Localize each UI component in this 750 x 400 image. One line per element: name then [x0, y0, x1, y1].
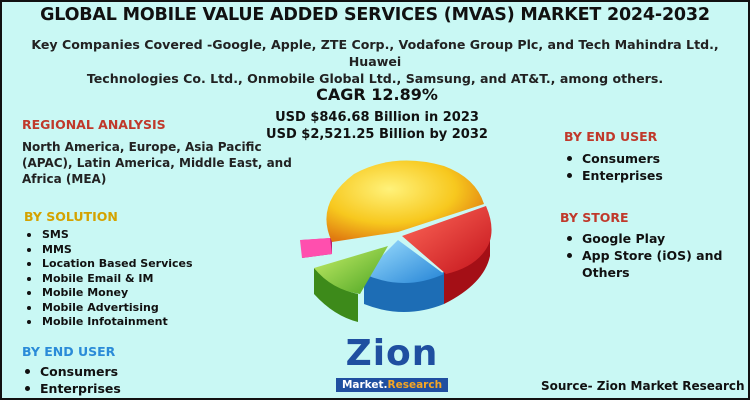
pie-slice-yellow [326, 160, 484, 242]
regional-line-1: North America, Europe, Asia Pacific [22, 140, 262, 154]
list-item: MMS [24, 243, 193, 258]
list-item: Mobile Advertising [24, 301, 193, 316]
regional-analysis-text: North America, Europe, Asia Pacific (APA… [22, 139, 292, 187]
source-note: Source- Zion Market Research [541, 379, 745, 393]
logo-sub-a: Market. [341, 379, 388, 391]
list-item: Mobile Email & IM [24, 272, 193, 287]
by-end-user-left-list: Consumers Enterprises [22, 363, 121, 397]
list-item: Mobile Infotainment [24, 315, 193, 330]
pie-wall-blue [364, 272, 444, 312]
market-value-2032: USD $2,521.25 Billion by 2032 [266, 127, 488, 142]
zion-logo: Zion Market.Research [332, 333, 452, 396]
by-solution-heading: BY SOLUTION [24, 209, 118, 224]
by-end-user-left-heading: BY END USER [22, 344, 116, 359]
list-item: Enterprises [22, 380, 121, 397]
logo-sub-b: Research [387, 379, 443, 391]
by-store-list: Google Play App Store (iOS) and Others [564, 230, 722, 281]
list-item: Mobile Money [24, 286, 193, 301]
by-end-user-right-heading: BY END USER [564, 129, 658, 144]
list-item: Google Play [564, 230, 722, 247]
by-end-user-right-list: Consumers Enterprises [564, 150, 663, 184]
subtitle-line-1: Key Companies Covered -Google, Apple, ZT… [31, 37, 719, 69]
list-item-line: Others [582, 265, 630, 280]
list-item: Consumers [564, 150, 663, 167]
market-value-2023: USD $846.68 Billion in 2023 [275, 110, 479, 125]
regional-line-2: (APAC), Latin America, Middle East, and [22, 156, 292, 170]
list-item: Enterprises [564, 167, 663, 184]
logo-subtitle: Market.Research [336, 378, 448, 392]
key-companies-subtitle: Key Companies Covered -Google, Apple, ZT… [22, 36, 728, 87]
pie-slice-green [314, 246, 388, 294]
logo-name: Zion [345, 333, 439, 374]
pie-slice-pink [300, 238, 332, 258]
list-item: Location Based Services [24, 257, 193, 272]
list-item: Consumers [22, 363, 121, 380]
regional-line-3: Africa (MEA) [22, 172, 107, 186]
list-item: SMS [24, 228, 193, 243]
regional-analysis-heading: REGIONAL ANALYSIS [22, 117, 166, 132]
by-store-heading: BY STORE [560, 210, 629, 225]
subtitle-line-2: Technologies Co. Ltd., Onmobile Global L… [86, 71, 664, 86]
list-item-line: App Store (iOS) and [582, 248, 723, 263]
by-solution-list: SMS MMS Location Based Services Mobile E… [24, 228, 193, 330]
page-title: GLOBAL MOBILE VALUE ADDED SERVICES (MVAS… [40, 5, 710, 25]
pie-slice-red [402, 206, 492, 274]
list-item: App Store (iOS) and Others [564, 247, 722, 281]
decorative-pie-graphic [300, 160, 492, 322]
pie-slice-blue [364, 240, 444, 283]
cagr-value: CAGR 12.89% [316, 85, 438, 104]
pie-wall-green [314, 268, 358, 322]
